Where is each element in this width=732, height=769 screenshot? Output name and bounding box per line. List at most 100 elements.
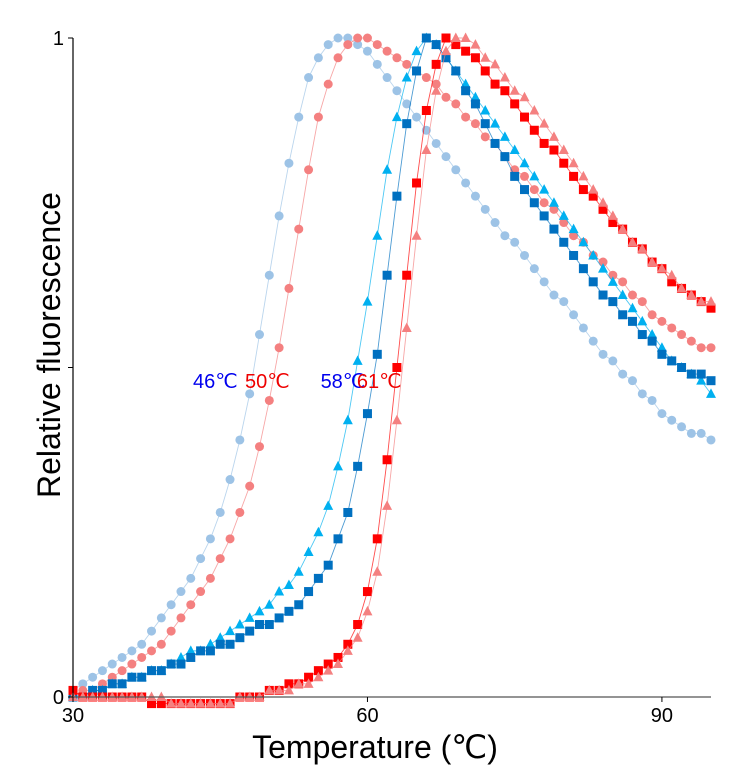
data-point (608, 218, 618, 228)
data-point (539, 211, 549, 221)
data-point (539, 198, 549, 208)
data-point (117, 652, 127, 662)
data-point (598, 197, 609, 207)
data-point (352, 632, 363, 642)
data-point (558, 144, 569, 155)
data-point (323, 659, 333, 669)
data-point (588, 336, 598, 346)
data-point (382, 164, 393, 174)
data-point (519, 157, 530, 168)
data-point (284, 158, 294, 168)
data-point (618, 369, 628, 379)
data-point (234, 619, 245, 629)
data-point (401, 322, 412, 332)
data-point (696, 428, 706, 438)
data-point (166, 659, 176, 669)
data-point (490, 218, 500, 228)
data-point (637, 315, 648, 326)
data-point (185, 698, 196, 708)
data-point (598, 263, 609, 273)
data-point (686, 336, 696, 346)
data-point (637, 243, 648, 253)
data-point (313, 671, 324, 682)
data-point (490, 118, 501, 128)
data-point (490, 79, 500, 89)
data-point (431, 138, 441, 148)
data-point (225, 698, 236, 708)
data-point (117, 691, 128, 701)
data-point (362, 587, 372, 597)
data-point (470, 53, 480, 63)
data-point (245, 481, 255, 491)
data-point (480, 132, 490, 142)
data-point (372, 230, 383, 240)
data-point (421, 73, 431, 83)
data-point (333, 53, 343, 63)
data-point (627, 236, 638, 247)
data-point (539, 184, 550, 194)
data-point (706, 388, 716, 398)
data-point (215, 698, 226, 708)
data-point (284, 283, 294, 293)
data-point (205, 646, 215, 656)
data-point (647, 329, 658, 339)
data-point (205, 573, 215, 583)
data-point (657, 409, 667, 419)
data-point (97, 666, 107, 676)
data-point (401, 72, 412, 82)
data-point (372, 40, 382, 50)
series-3 (68, 33, 716, 702)
data-point (234, 691, 245, 701)
data-point (235, 633, 245, 643)
data-point (617, 289, 628, 300)
data-point (598, 290, 608, 300)
data-point (244, 612, 255, 622)
series-layer (68, 32, 716, 709)
data-point (147, 666, 157, 676)
data-point (146, 691, 157, 701)
data-point (519, 91, 530, 102)
data-point (608, 297, 618, 307)
data-point (490, 58, 501, 69)
data-point (176, 613, 186, 623)
data-point (304, 672, 314, 682)
data-point (411, 45, 422, 56)
x-axis-title: Temperature (℃) (252, 729, 498, 765)
data-point (343, 507, 353, 517)
data-point (176, 659, 186, 669)
data-point (166, 600, 176, 610)
data-point (313, 573, 323, 583)
data-point (323, 560, 333, 570)
data-point (402, 270, 412, 280)
data-point (470, 191, 480, 201)
data-point (294, 224, 304, 234)
data-point (88, 672, 98, 682)
data-point (558, 210, 569, 220)
data-point (283, 684, 294, 695)
data-point (392, 191, 402, 201)
data-point (529, 198, 539, 208)
data-point (618, 277, 628, 287)
data-point (372, 349, 382, 359)
data-point (559, 237, 569, 247)
data-point (186, 573, 196, 583)
data-point (637, 389, 647, 399)
data-point (706, 343, 716, 353)
data-point (137, 639, 147, 649)
data-point (254, 605, 265, 616)
data-point (392, 86, 402, 96)
data-point (480, 104, 491, 115)
data-point (520, 250, 530, 260)
annotation-label: 46℃ (193, 371, 238, 393)
data-point (127, 672, 137, 682)
data-point (578, 170, 589, 181)
data-point (293, 678, 304, 688)
data-point (107, 659, 117, 669)
data-point (441, 33, 451, 43)
y-tick-label: 0 (53, 687, 64, 709)
data-point (137, 652, 147, 662)
data-point (647, 395, 657, 405)
data-point (196, 587, 206, 597)
data-point (196, 554, 206, 564)
data-point (244, 691, 255, 701)
